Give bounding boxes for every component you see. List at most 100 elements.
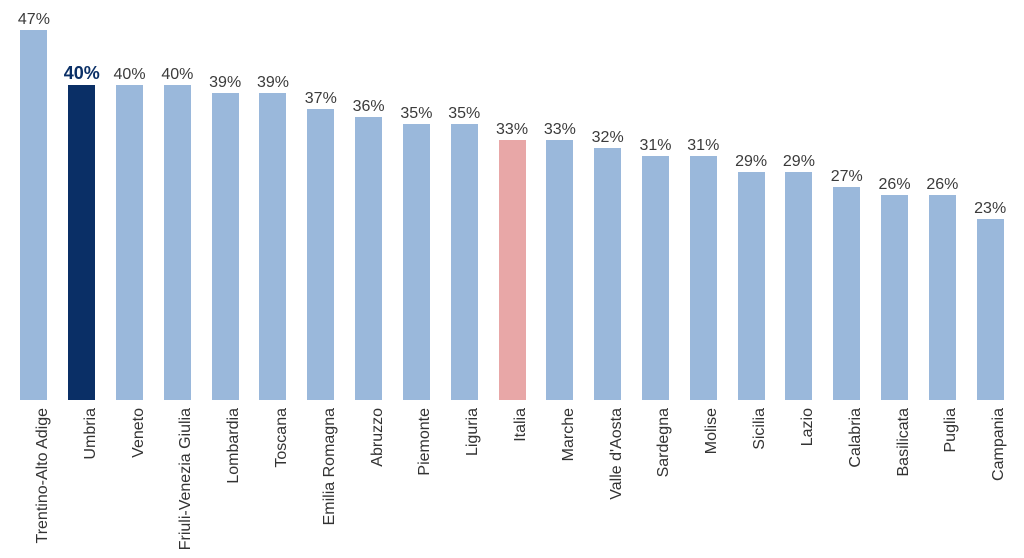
- axis-slot: Marche: [536, 400, 584, 558]
- bar-wrap: 40%: [116, 85, 143, 400]
- axis-slot: Veneto: [106, 400, 154, 558]
- bar: [68, 85, 95, 400]
- axis-slot: Lombardia: [201, 400, 249, 558]
- axis-slot: Piemonte: [393, 400, 441, 558]
- bar: [785, 172, 812, 400]
- bar-wrap: 37%: [307, 109, 334, 400]
- bar-slot: 33%: [488, 140, 536, 400]
- bar-wrap: 36%: [355, 117, 382, 400]
- x-axis-label: Friuli-Venezia Giulia: [177, 408, 195, 550]
- axis-slot: Puglia: [918, 400, 966, 558]
- axis-slot: Toscana: [249, 400, 297, 558]
- bar-value-label: 36%: [353, 98, 385, 116]
- bar: [738, 172, 765, 400]
- axis-slot: Trentino-Alto Adige: [10, 400, 58, 558]
- axis-slot: Basilicata: [871, 400, 919, 558]
- axis-slot: Umbria: [58, 400, 106, 558]
- bar-slot: 27%: [823, 187, 871, 400]
- axis-slot: Molise: [679, 400, 727, 558]
- bar-value-label: 32%: [592, 129, 624, 147]
- axis-slot: Emilia Romagna: [297, 400, 345, 558]
- bar-wrap: 39%: [212, 93, 239, 400]
- bar: [833, 187, 860, 400]
- bar-wrap: 47%: [20, 30, 47, 400]
- bar-slot: 40%: [153, 85, 201, 400]
- bar-wrap: 23%: [977, 219, 1004, 400]
- bar-wrap: 33%: [499, 140, 526, 400]
- bar-value-label: 40%: [64, 63, 100, 84]
- plot-area: 47%40%40%40%39%39%37%36%35%35%33%33%32%3…: [10, 0, 1014, 400]
- bar-wrap: 29%: [738, 172, 765, 400]
- x-axis-label: Trentino-Alto Adige: [34, 408, 52, 543]
- bar-slot: 26%: [871, 195, 919, 400]
- x-axis-label: Abruzzo: [369, 408, 387, 467]
- bar-slot: 35%: [440, 124, 488, 400]
- bar-slot: 47%: [10, 30, 58, 400]
- x-axis-label: Basilicata: [895, 408, 913, 476]
- bar-value-label: 29%: [735, 153, 767, 171]
- bar-value-label: 26%: [879, 176, 911, 194]
- bar-value-label: 33%: [544, 121, 576, 139]
- bar-value-label: 23%: [974, 200, 1006, 218]
- bar-wrap: 32%: [594, 148, 621, 400]
- x-axis-label: Lazio: [799, 408, 817, 446]
- x-axis-label: Sicilia: [751, 408, 769, 450]
- bar-chart: 47%40%40%40%39%39%37%36%35%35%33%33%32%3…: [0, 0, 1024, 558]
- bar-wrap: 40%: [164, 85, 191, 400]
- bar-wrap: 35%: [403, 124, 430, 400]
- bar-slot: 31%: [679, 156, 727, 400]
- bar: [164, 85, 191, 400]
- bar-slot: 40%: [58, 85, 106, 400]
- bar-value-label: 40%: [161, 66, 193, 84]
- x-axis-label: Lombardia: [225, 408, 243, 484]
- bar: [594, 148, 621, 400]
- axis-slot: Sicilia: [727, 400, 775, 558]
- bar-wrap: 40%: [68, 85, 95, 400]
- bar-slot: 35%: [393, 124, 441, 400]
- bar: [546, 140, 573, 400]
- x-axis-label: Calabria: [847, 408, 865, 468]
- bar-wrap: 31%: [690, 156, 717, 400]
- bar-wrap: 26%: [881, 195, 908, 400]
- bar-value-label: 31%: [639, 137, 671, 155]
- bar-slot: 33%: [536, 140, 584, 400]
- bar: [499, 140, 526, 400]
- axis-slot: Italia: [488, 400, 536, 558]
- bar-wrap: 27%: [833, 187, 860, 400]
- bar: [212, 93, 239, 400]
- bar-value-label: 39%: [209, 74, 241, 92]
- axis-slot: Sardegna: [632, 400, 680, 558]
- bar-value-label: 47%: [18, 11, 50, 29]
- bar-wrap: 31%: [642, 156, 669, 400]
- bar-value-label: 35%: [400, 105, 432, 123]
- x-axis-label: Valle d'Aosta: [608, 408, 626, 500]
- bar-value-label: 29%: [783, 153, 815, 171]
- x-axis-label: Toscana: [273, 408, 291, 468]
- bar-wrap: 29%: [785, 172, 812, 400]
- bar-wrap: 26%: [929, 195, 956, 400]
- bar-slot: 32%: [584, 148, 632, 400]
- bar: [403, 124, 430, 400]
- axis-slot: Abruzzo: [345, 400, 393, 558]
- axis-slot: Friuli-Venezia Giulia: [153, 400, 201, 558]
- bar-value-label: 26%: [926, 176, 958, 194]
- bar-value-label: 39%: [257, 74, 289, 92]
- bar: [116, 85, 143, 400]
- bar: [259, 93, 286, 400]
- bar-value-label: 27%: [831, 168, 863, 186]
- bar-slot: 40%: [106, 85, 154, 400]
- x-axis-label: Emilia Romagna: [321, 408, 339, 525]
- bars-container: 47%40%40%40%39%39%37%36%35%35%33%33%32%3…: [10, 30, 1014, 400]
- bar: [929, 195, 956, 400]
- bar-value-label: 37%: [305, 90, 337, 108]
- bar-value-label: 31%: [687, 137, 719, 155]
- bar-slot: 26%: [918, 195, 966, 400]
- x-axis-label: Piemonte: [416, 408, 434, 476]
- bar: [977, 219, 1004, 400]
- bar: [690, 156, 717, 400]
- bar: [307, 109, 334, 400]
- bar-wrap: 35%: [451, 124, 478, 400]
- x-axis-label: Puglia: [942, 408, 960, 452]
- bar-slot: 29%: [727, 172, 775, 400]
- x-axis-label: Marche: [560, 408, 578, 461]
